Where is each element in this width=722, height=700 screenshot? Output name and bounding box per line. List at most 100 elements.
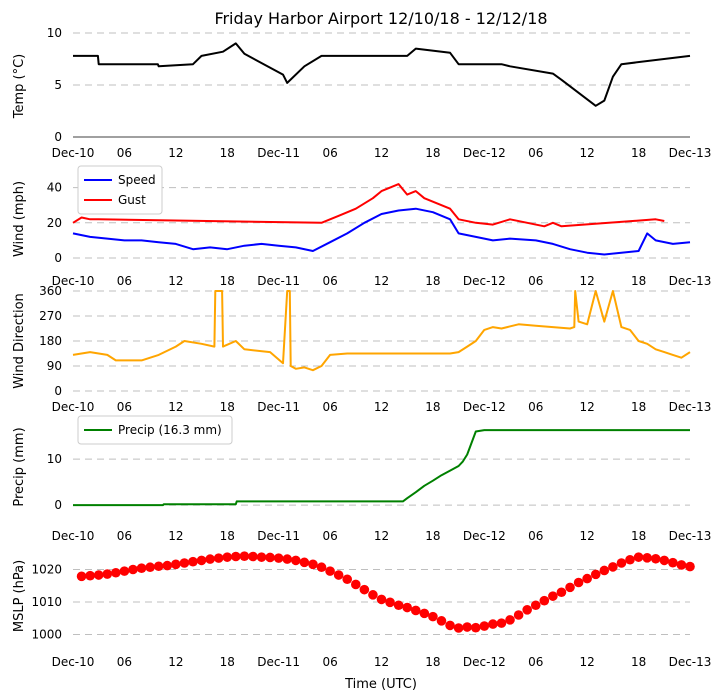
data-point (342, 574, 353, 585)
data-point (625, 554, 635, 565)
x-tick-label: 06 (528, 146, 543, 160)
data-point (590, 569, 601, 580)
y-tick-label: 360 (39, 284, 62, 298)
data-point (76, 571, 87, 582)
data-point (496, 618, 507, 628)
data-point (273, 553, 284, 563)
data-point (565, 582, 575, 593)
x-tick-label: Dec-13 (669, 146, 712, 160)
x-tick-label: 06 (528, 274, 543, 288)
data-point (308, 559, 318, 570)
x-tick-label: Dec-13 (669, 274, 712, 288)
wind-speed-panel: 0 20 40 Dec-10 06 12 18 Dec-11 06 12 18 Dec-12 06 12 1… (47, 165, 712, 288)
data-point (599, 565, 610, 576)
y-tick-label: 10 (47, 452, 62, 466)
data-point (265, 552, 275, 563)
data-point (582, 573, 592, 584)
data-point (222, 552, 233, 562)
x-tick-label: 12 (374, 274, 389, 288)
data-point (385, 597, 395, 608)
x-tick-label: 18 (220, 400, 235, 414)
x-tick-label: 12 (374, 529, 389, 543)
x-tick-label: 12 (168, 655, 183, 669)
x-tick-label: 06 (117, 274, 132, 288)
data-point (231, 551, 241, 562)
y-tick-label: 0 (54, 384, 62, 398)
x-tick-label: 12 (168, 400, 183, 414)
data-point (350, 579, 361, 590)
data-point (162, 560, 173, 571)
x-tick-label: 18 (220, 274, 235, 288)
series-precip-16-3-mm (73, 429, 690, 507)
x-tick-label: 18 (425, 529, 440, 543)
data-point (453, 623, 464, 633)
wind-direction-ylabel: Wind Direction (12, 293, 27, 389)
x-tick-label: 12 (374, 400, 389, 414)
data-point (111, 567, 121, 578)
wind-direction-panel: 0 90 180 270 360 Dec-10 06 12 18 Dec-11 06 12 18 Dec-… (39, 284, 711, 414)
x-tick-label: Dec-12 (463, 529, 506, 543)
data-point (316, 562, 327, 573)
x-tick-label: 06 (322, 400, 337, 414)
data-point (488, 619, 498, 629)
pressure-panel: 1000 1010 1020 Dec-10 06 12 18 Dec-11 06 12 18 Dec-… (31, 551, 711, 669)
y-tick-label: 20 (47, 216, 62, 230)
data-point (85, 570, 95, 581)
x-tick-label: Dec-12 (463, 400, 506, 414)
data-point (256, 552, 267, 562)
data-point (402, 602, 413, 613)
x-tick-label: Dec-10 (52, 146, 95, 160)
data-point (505, 615, 515, 625)
x-tick-label: Dec-11 (257, 146, 300, 160)
data-point (359, 584, 370, 595)
x-tick-label: 06 (528, 400, 543, 414)
x-tick-label: Dec-12 (463, 274, 506, 288)
legend-label: Speed (118, 173, 156, 187)
data-point (462, 622, 472, 632)
x-tick-label: 18 (631, 274, 646, 288)
y-tick-label: 1000 (31, 628, 62, 642)
data-point (325, 566, 335, 576)
data-point (153, 561, 164, 572)
x-tick-label: 12 (580, 146, 595, 160)
x-tick-label: Dec-10 (52, 274, 95, 288)
data-point (668, 557, 678, 568)
x-tick-label: 18 (220, 146, 235, 160)
series-gust (72, 183, 665, 228)
y-tick-label: 40 (47, 181, 62, 195)
x-tick-label: Dec-10 (52, 529, 95, 543)
x-axis-label: Time (UTC) (344, 677, 417, 692)
data-point (333, 570, 344, 580)
x-tick-label: Dec-10 (52, 655, 95, 669)
data-point (136, 563, 147, 573)
y-tick-label: 0 (54, 498, 62, 512)
x-tick-label: 06 (117, 146, 132, 160)
data-point (548, 591, 558, 601)
x-tick-label: Dec-10 (52, 400, 95, 414)
x-tick-label: 06 (117, 529, 132, 543)
data-point (393, 600, 404, 611)
data-point (93, 570, 104, 580)
x-tick-label: 18 (631, 400, 646, 414)
mslp-ylabel: MSLP (hPa) (12, 560, 27, 632)
x-tick-label: 06 (117, 655, 132, 669)
x-tick-label: 06 (528, 529, 543, 543)
data-point (428, 611, 438, 622)
precipitation-panel: 0 10 Dec-10 06 12 18 Dec-11 06 12 18 Dec-12 06 12 18 D… (47, 415, 711, 543)
x-tick-label: Dec-13 (669, 400, 712, 414)
x-tick-label: 18 (425, 274, 440, 288)
data-point (530, 600, 541, 611)
data-point (539, 595, 550, 606)
legend-label: Precip (16.3 mm) (118, 423, 222, 437)
x-tick-label: Dec-11 (257, 274, 300, 288)
x-tick-label: 06 (528, 655, 543, 669)
data-point (608, 562, 618, 572)
data-point (282, 554, 293, 564)
y-tick-label: 10 (47, 26, 62, 40)
data-point (171, 559, 181, 570)
x-tick-label: 18 (425, 146, 440, 160)
data-point (196, 555, 207, 566)
x-tick-label: 18 (631, 146, 646, 160)
x-tick-label: Dec-13 (669, 655, 712, 669)
